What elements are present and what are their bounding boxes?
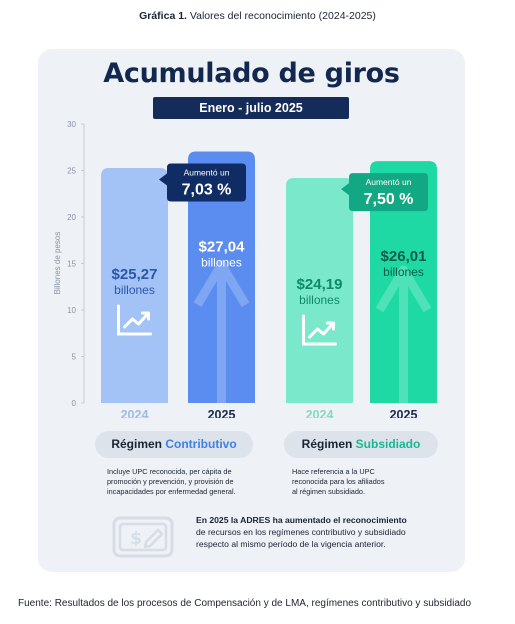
x-tick-label: 2024 <box>306 408 334 418</box>
increase-badge <box>159 163 246 202</box>
svg-text:$: $ <box>130 529 142 549</box>
pill-prefix-subsidiado: Régimen <box>301 437 356 451</box>
note-subsidiado-line: al régimen subsidiado. <box>292 487 366 496</box>
y-tick-label: 30 <box>67 120 76 129</box>
summary-line: respecto al mismo período de la vigencia… <box>196 539 386 549</box>
bar-2024 <box>101 167 168 403</box>
note-subsidiado-line: reconocida para los afiliados <box>292 477 385 486</box>
trend-chart-icon <box>302 314 337 346</box>
badge-percent: 7,50 % <box>364 191 414 208</box>
trend-arrow-icon <box>308 321 335 339</box>
bar-2024 <box>286 178 353 403</box>
bar-2025 <box>370 161 437 403</box>
bar-unit-label: billones <box>383 265 424 279</box>
trend-arrow-icon <box>123 311 150 329</box>
y-axis-label: Billones de pesos <box>53 232 62 295</box>
up-arrow-icon <box>193 260 250 403</box>
y-tick-label: 10 <box>67 306 76 315</box>
chart-title: Acumulado de giros <box>103 58 400 89</box>
badge-line1: Aumentó un <box>366 177 412 187</box>
note-contributivo: Incluye UPC reconocida, per cápita de pr… <box>107 467 267 497</box>
note-contributivo-line: Incluye UPC reconocida, per cápita de <box>107 467 232 476</box>
summary-bold: En 2025 la ADRES ha aumentado el reconoc… <box>196 515 407 525</box>
bar-value-label: $25,27 <box>112 266 158 283</box>
y-tick-label: 5 <box>72 353 77 362</box>
regimen-subsidiado-pill: Régimen Subsidiado <box>284 431 438 458</box>
money-icon: $ <box>112 516 174 558</box>
bar-value-label: $27,04 <box>199 239 246 256</box>
bar-unit-label: billones <box>114 283 155 297</box>
trend-chart-icon <box>117 304 152 336</box>
period-banner: Enero - julio 2025 <box>153 97 349 119</box>
note-contributivo-line: incapacidades por enfermedad general. <box>107 487 236 496</box>
source-note: Fuente: Resultados de los procesos de Co… <box>18 598 472 609</box>
pill-accent-contributivo: Contributivo <box>165 437 237 451</box>
note-subsidiado-line: Hace referencia a la UPC <box>292 467 375 476</box>
pill-accent-subsidiado: Subsidiado <box>355 437 421 451</box>
increase-badge <box>341 173 428 212</box>
badge-line1: Aumentó un <box>184 168 230 178</box>
bar-value-label: $26,01 <box>381 248 427 265</box>
x-tick-label: 2025 <box>390 408 418 418</box>
y-tick-label: 20 <box>67 213 76 222</box>
caption-text: Valores del reconocimiento (2024-2025) <box>186 10 376 22</box>
summary-text: En 2025 la ADRES ha aumentado el reconoc… <box>196 514 436 550</box>
bar-unit-label: billones <box>201 256 242 270</box>
y-tick-label: 25 <box>67 167 76 176</box>
pill-prefix-contributivo: Régimen <box>111 437 166 451</box>
regimen-contributivo-pill: Régimen Contributivo <box>95 431 253 458</box>
y-tick-label: 0 <box>72 399 77 408</box>
x-tick-label: 2024 <box>121 408 149 418</box>
x-tick-label: 2025 <box>208 408 236 418</box>
note-subsidiado: Hace referencia a la UPC reconocida para… <box>292 467 432 497</box>
caption-label: Gráfica 1. <box>139 10 187 22</box>
bar-2025 <box>188 151 255 403</box>
summary-line: de recursos en los regímenes contributiv… <box>196 527 406 537</box>
bar-unit-label: billones <box>299 293 340 307</box>
note-contributivo-line: promoción y prevención, y provisión de <box>107 477 234 486</box>
badge-percent: 7,03 % <box>182 182 232 199</box>
up-arrow-icon <box>375 265 432 403</box>
bar-value-label: $24,19 <box>297 276 343 293</box>
figure-caption: Gráfica 1. Valores del reconocimiento (2… <box>0 10 515 22</box>
y-tick-label: 15 <box>67 260 76 269</box>
